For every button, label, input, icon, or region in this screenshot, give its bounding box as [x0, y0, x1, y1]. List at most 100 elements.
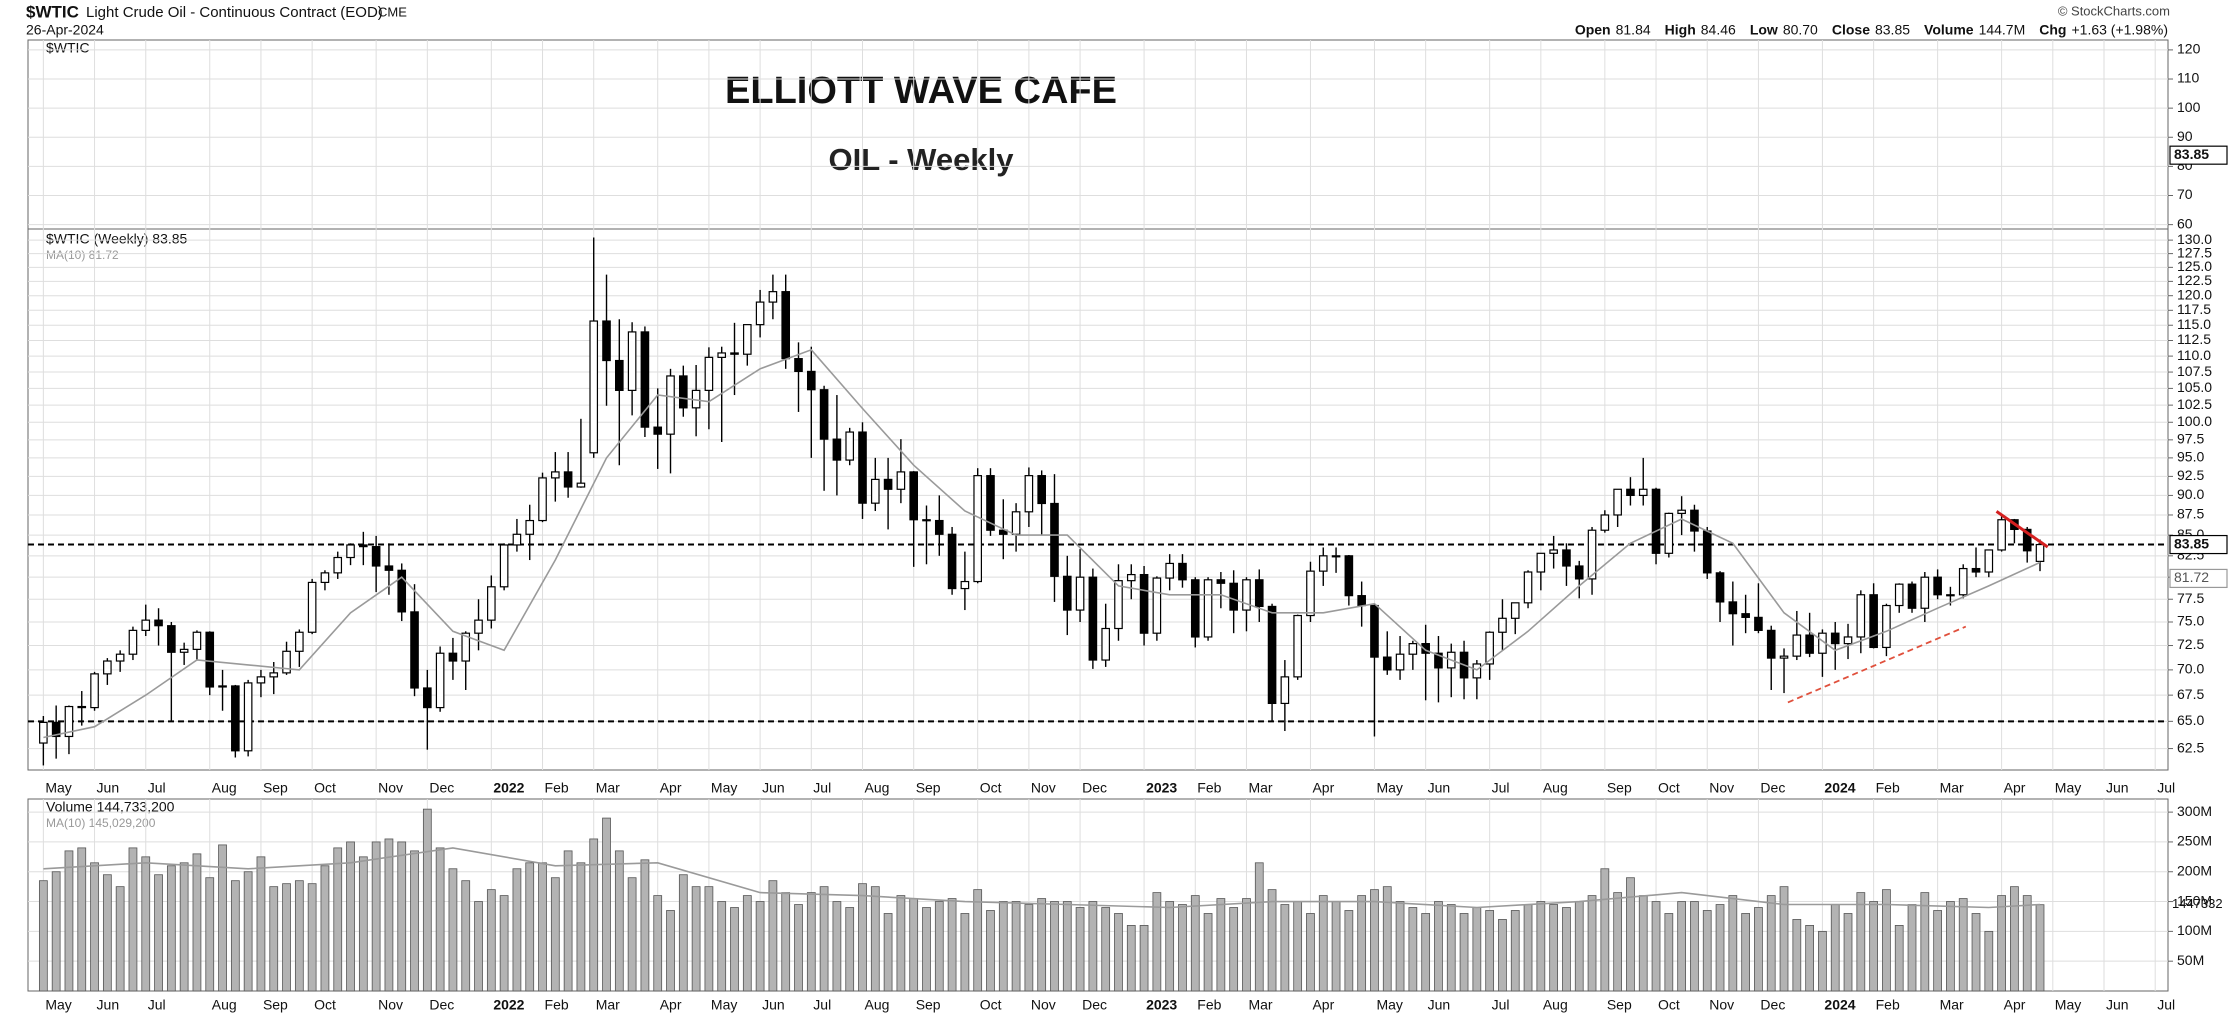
volume-bar [1203, 913, 1213, 992]
stat-value: 80.70 [1783, 22, 1818, 38]
x-tick-label: Nov [1031, 780, 1056, 796]
volume-bar [934, 901, 944, 992]
y-tick-label: 50M [2177, 952, 2204, 968]
candle-body [435, 652, 445, 709]
volume-bar [1267, 889, 1277, 992]
x-tick-label: Nov [1709, 997, 1734, 1013]
volume-bar [205, 877, 215, 992]
exchange: CME [378, 4, 407, 19]
candle-body [1843, 636, 1853, 645]
date: 26-Apr-2024 [26, 22, 104, 38]
candle-body [487, 586, 496, 621]
volume-bar [1600, 868, 1610, 992]
candle-body [384, 565, 394, 571]
candle-body [1920, 576, 1930, 609]
y-tick-label: 125.0 [2177, 258, 2212, 274]
volume-bar [1728, 895, 1738, 992]
volume-bar [1754, 907, 1763, 992]
volume-bar [640, 859, 650, 992]
volume-bar [1395, 901, 1405, 992]
volume-bar [435, 847, 445, 992]
volume-bar [704, 886, 714, 992]
x-tick-label: Mar [1248, 997, 1272, 1013]
y-tick-label: 105.0 [2177, 379, 2212, 395]
volume-bar [1574, 901, 1584, 992]
candle-body [231, 685, 240, 752]
volume-bar [1971, 913, 1981, 992]
candle-body [1280, 676, 1290, 705]
candle-body [563, 471, 573, 488]
candle-body [1626, 488, 1635, 497]
volume-bar [909, 898, 919, 992]
candle-body [1370, 604, 1379, 658]
symbol: $WTIC [26, 2, 79, 21]
candle-body [1062, 575, 1072, 611]
stat-value: 83.85 [1875, 22, 1910, 38]
price-legend: $WTIC (Weekly) 83.85 [46, 231, 188, 247]
x-tick-label: Sep [1607, 780, 1632, 796]
candle-body [781, 291, 791, 360]
stat-label: Low [1750, 22, 1778, 38]
volume-bar [1498, 919, 1507, 992]
volume-bar [2010, 886, 2019, 992]
candle-body [1894, 583, 1904, 607]
volume-bar [1536, 901, 1546, 992]
candle-body [1344, 555, 1354, 597]
x-tick-label: Sep [916, 997, 941, 1013]
candle-body [678, 375, 688, 409]
volume-bar [1894, 925, 1904, 992]
volume-bar [832, 901, 842, 992]
candle-body [474, 619, 483, 634]
volume-bar [294, 880, 304, 992]
candle-body [1011, 511, 1021, 535]
volume-bar [1830, 904, 1840, 992]
volume-bar [1088, 901, 1098, 992]
candle-body [1907, 583, 1917, 609]
volume-bar [1331, 901, 1341, 992]
volume-bar [1626, 877, 1635, 992]
x-tick-label: Mar [1940, 997, 1964, 1013]
x-tick-label: 2023 [1146, 780, 1177, 796]
x-tick-label: Dec [1082, 997, 1107, 1013]
x-tick-label: Jun [1428, 780, 1451, 796]
candle-body [730, 352, 739, 355]
candle-body [922, 519, 931, 522]
volume-bar [256, 856, 266, 992]
y-tick-label: 62.5 [2177, 739, 2204, 755]
volume-bar [1792, 919, 1802, 992]
volume-last: 1447332 [2172, 896, 2223, 911]
instrument-name: Light Crude Oil - Continuous Contract (E… [86, 4, 383, 21]
candle-body [1958, 567, 1968, 596]
y-tick-label: 120 [2177, 41, 2201, 57]
x-tick-label: Dec [1760, 780, 1785, 796]
volume-bar [525, 862, 535, 992]
volume-bar [1178, 904, 1187, 992]
volume-bar [1382, 886, 1392, 992]
x-tick-label: Feb [1197, 997, 1221, 1013]
y-tick-label: 117.5 [2177, 301, 2211, 317]
candle-body [1203, 579, 1213, 638]
candle-body [1126, 573, 1136, 582]
volume-bar [1702, 910, 1712, 992]
candle-body [883, 478, 893, 490]
candle-body [1946, 594, 1955, 597]
volume-bar [1920, 892, 1930, 992]
candle-body [1779, 655, 1789, 659]
x-tick-label: Oct [980, 997, 1002, 1013]
candle-body [1421, 643, 1430, 654]
x-tick-label: Apr [660, 780, 682, 796]
volume-bar [550, 877, 560, 992]
candle-body [320, 572, 330, 584]
volume-bar [1062, 901, 1072, 992]
volume-bar [269, 886, 279, 992]
volume-bar [768, 880, 778, 992]
candle-body [90, 673, 99, 709]
volume-bar [512, 868, 522, 992]
candle-body [1754, 616, 1763, 631]
candle-body [589, 320, 599, 454]
stat-value: 144.7M [1979, 22, 2026, 38]
x-tick-label: 2024 [1824, 997, 1855, 1013]
candle-body [742, 324, 752, 355]
y-tick-label: 90 [2177, 128, 2193, 144]
